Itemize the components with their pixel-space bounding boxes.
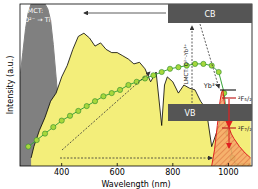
annotation: O²⁻ → Ti⁴⁺ (24, 16, 56, 24)
arrow (200, 24, 219, 88)
frame (20, 4, 252, 166)
plot-area (20, 4, 251, 166)
point (201, 61, 206, 66)
tick-label: 800 (165, 168, 180, 177)
x-axis-title: Wavelength (nm) (101, 180, 170, 189)
point (84, 104, 89, 109)
arrow (62, 72, 150, 150)
annotation: Yb³⁺ (203, 82, 218, 90)
tick (61, 163, 62, 166)
point (216, 69, 221, 74)
point (142, 76, 147, 81)
arrow (192, 26, 193, 103)
arrow (84, 13, 166, 14)
point (192, 61, 197, 66)
point (26, 144, 31, 149)
area (31, 33, 251, 166)
arrow (228, 99, 229, 127)
annotation: LMCT: O²⁻-Yb³⁺ (183, 44, 189, 85)
point (34, 138, 39, 143)
annotation: ²F₇/₂ (238, 125, 252, 133)
vb-band (168, 104, 252, 121)
chart: 400 600 800 1000 Wavelength (nm) Intensity (a… (0, 0, 258, 189)
tick-label: 400 (54, 168, 69, 177)
annotation: ²F₅/₂ (238, 95, 252, 103)
point (42, 131, 47, 136)
point (59, 118, 64, 123)
annotation: VB (185, 109, 196, 118)
arrow (60, 158, 212, 159)
annotation: CB (204, 10, 215, 19)
point (126, 82, 131, 87)
tick (172, 163, 173, 166)
annotation: LMCT: (24, 7, 43, 15)
level (222, 127, 236, 128)
tick-label: 600 (110, 168, 125, 177)
y-axis-title: Intensity (a.u.) (6, 56, 15, 115)
cb-band (168, 4, 252, 23)
tick (228, 163, 229, 166)
point (167, 66, 172, 71)
point (159, 69, 164, 74)
point (76, 108, 81, 113)
level (222, 97, 236, 98)
tick-label: 1000 (218, 168, 238, 177)
point (151, 73, 156, 78)
point (92, 99, 97, 104)
point (117, 87, 122, 92)
point (109, 91, 114, 96)
arrow (229, 129, 230, 148)
point (101, 94, 106, 99)
point (67, 113, 72, 118)
point (176, 65, 181, 70)
level (220, 89, 236, 90)
point (51, 125, 56, 130)
point (209, 63, 214, 68)
tick (117, 163, 118, 166)
